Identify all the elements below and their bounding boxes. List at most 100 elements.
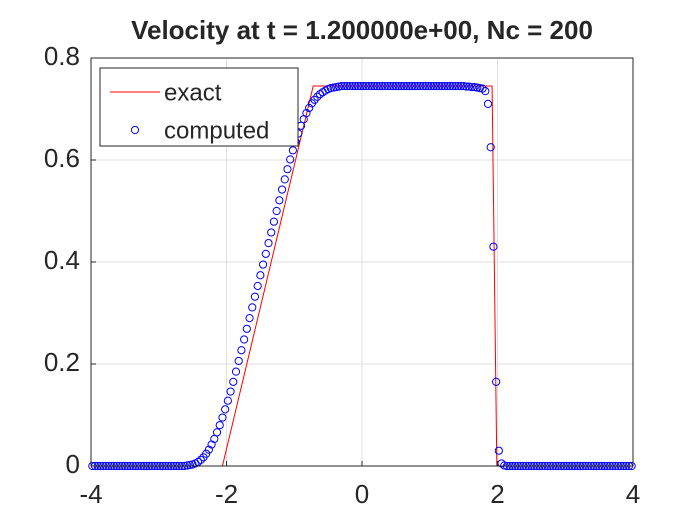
data-point [421, 81, 430, 91]
data-point [183, 461, 192, 470]
data-point [253, 281, 262, 291]
data-point [394, 81, 403, 91]
y-tick-label: 0 [66, 449, 80, 479]
data-point [302, 108, 311, 118]
data-point [185, 460, 195, 470]
data-point [261, 249, 270, 258]
data-point [467, 82, 476, 92]
data-point [345, 81, 354, 91]
data-point [204, 445, 213, 454]
data-point [202, 449, 211, 458]
data-point [256, 271, 265, 280]
data-point [478, 84, 487, 93]
data-point [250, 292, 260, 301]
data-point [481, 87, 490, 96]
data-point [375, 81, 384, 91]
data-point [245, 314, 254, 323]
data-point [432, 81, 441, 91]
data-point [218, 413, 227, 422]
x-tick-label: -2 [215, 479, 238, 509]
data-point [223, 396, 232, 405]
data-point [240, 335, 249, 344]
data-point [258, 260, 268, 269]
data-point [410, 81, 419, 91]
data-point [283, 165, 292, 174]
data-point [359, 81, 368, 91]
data-point [456, 81, 466, 91]
y-tick-label: 0.6 [44, 143, 80, 173]
data-point [212, 428, 222, 437]
data-point [494, 446, 503, 455]
data-point [383, 81, 392, 91]
ticks: -4 -2 0 2 4 0 0.2 0.4 0.6 0.8 [44, 41, 640, 509]
data-point [332, 82, 341, 92]
data-point [280, 175, 289, 184]
data-point [427, 81, 436, 91]
data-point [391, 81, 400, 91]
data-point [288, 146, 297, 155]
data-point [378, 81, 387, 91]
data-point [443, 81, 452, 91]
data-point [229, 377, 238, 386]
data-point [464, 82, 474, 91]
data-point [372, 81, 382, 91]
data-point [367, 81, 376, 91]
data-point [234, 356, 243, 366]
legend-label: exact [164, 79, 222, 106]
chart-title: Velocity at t = 1.200000e+00, Nc = 200 [131, 15, 593, 45]
data-point [451, 81, 460, 91]
data-point [329, 83, 338, 92]
data-point [275, 196, 284, 205]
data-point [435, 81, 444, 91]
data-point [364, 81, 373, 91]
data-point [356, 81, 365, 91]
data-point [380, 81, 390, 91]
x-tick-label: -4 [79, 479, 102, 509]
data-point [440, 81, 449, 91]
data-point [483, 99, 493, 109]
data-point [445, 81, 455, 91]
data-point [459, 81, 468, 91]
data-point [470, 82, 479, 92]
data-point [215, 421, 224, 430]
data-point [221, 405, 230, 414]
data-point [361, 81, 371, 91]
data-point [226, 387, 235, 396]
data-point [386, 81, 395, 91]
data-point [448, 81, 457, 91]
data-point [231, 367, 241, 376]
data-point [489, 242, 498, 251]
data-point [418, 81, 428, 91]
x-tick-label: 0 [355, 479, 369, 509]
data-point [492, 377, 501, 386]
x-tick-label: 2 [490, 479, 504, 509]
data-point [305, 103, 314, 113]
data-point [334, 82, 344, 91]
y-tick-label: 0.8 [44, 41, 80, 71]
data-point [454, 81, 463, 91]
data-point [437, 81, 447, 91]
data-point [277, 185, 287, 194]
legend: exact computed [99, 67, 299, 147]
data-point [337, 81, 346, 91]
data-point [405, 81, 414, 91]
data-point [500, 461, 509, 470]
data-point [473, 83, 482, 92]
data-point [351, 81, 360, 91]
data-point [237, 346, 246, 355]
data-point [286, 155, 295, 164]
data-point [402, 81, 411, 91]
data-point [267, 228, 276, 237]
legend-swatch [130, 125, 140, 135]
data-point [248, 303, 257, 312]
data-point [413, 81, 422, 91]
data-point [397, 81, 406, 91]
data-point [272, 206, 281, 216]
data-point [399, 81, 409, 91]
x-tick-label: 4 [626, 479, 640, 509]
data-point [264, 239, 273, 248]
data-point [462, 82, 471, 91]
legend-label: computed [164, 117, 269, 144]
data-point [389, 81, 398, 91]
